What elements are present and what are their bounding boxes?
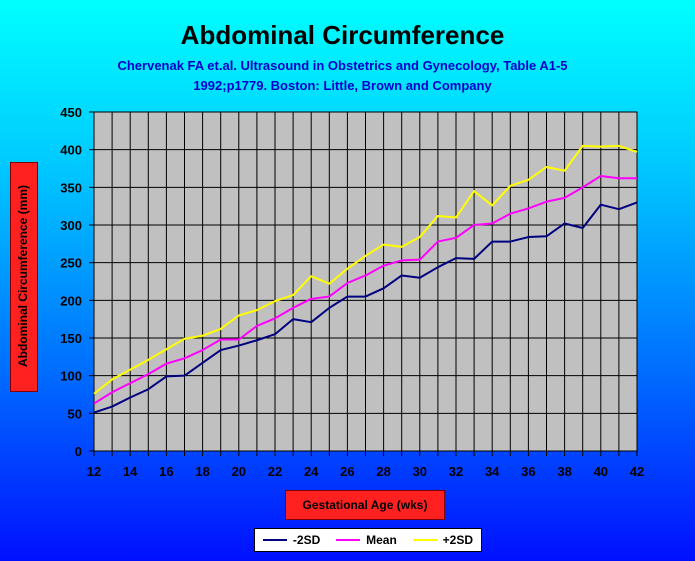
y-tick-label: 200 <box>60 293 82 308</box>
x-tick-label: 26 <box>340 464 354 479</box>
chart-subtitle-line1: Chervenak FA et.al. Ultrasound in Obstet… <box>117 58 568 73</box>
y-tick-label: 100 <box>60 369 82 384</box>
legend-item-mean: Mean <box>336 533 397 547</box>
series-line-minus2sd <box>93 201 638 414</box>
y-tick-label: 400 <box>60 143 82 158</box>
y-tick-label: 50 <box>68 406 82 421</box>
y-axis-label: Abdominal Circumference (mm) <box>16 184 30 368</box>
x-tick-label: 14 <box>123 464 138 479</box>
x-tick-label: 20 <box>232 464 246 479</box>
y-tick-label: 0 <box>75 444 82 459</box>
x-tick-label: 36 <box>521 464 535 479</box>
x-tick-label: 38 <box>557 464 571 479</box>
y-axis-label-box <box>10 162 38 392</box>
x-tick-label: 16 <box>159 464 173 479</box>
y-tick-label: 450 <box>60 105 82 120</box>
legend-swatch-mean <box>336 539 361 541</box>
legend-label-minus2sd: -2SD <box>292 533 321 547</box>
legend-item-plus2sd: +2SD <box>412 533 474 547</box>
x-tick-label: 12 <box>87 464 101 479</box>
y-tick-label: 150 <box>60 331 82 346</box>
y-tick-label: 350 <box>60 180 82 195</box>
legend-swatch-minus2sd <box>262 539 287 541</box>
legend-label-plus2sd: +2SD <box>442 533 474 547</box>
x-tick-label: 28 <box>376 464 390 479</box>
x-tick-label: 30 <box>413 464 427 479</box>
x-tick-label: 40 <box>594 464 608 479</box>
x-tick-label: 24 <box>304 464 319 479</box>
x-axis-label: Gestational Age (wks) <box>285 490 445 520</box>
legend-label-mean: Mean <box>366 533 397 547</box>
y-tick-label: 300 <box>60 218 82 233</box>
chart-title: Abdominal Circumference <box>180 20 505 50</box>
y-tick-label: 250 <box>60 256 82 271</box>
legend-swatch-plus2sd <box>412 539 437 541</box>
x-tick-label: 32 <box>449 464 463 479</box>
x-tick-label: 42 <box>630 464 644 479</box>
legend-item-minus2sd: -2SD <box>262 533 321 547</box>
series-line-mean <box>93 175 637 405</box>
x-tick-label: 34 <box>485 464 500 479</box>
series-line-plus2sd <box>93 144 638 395</box>
legend: -2SD Mean +2SD <box>254 528 482 552</box>
chart-subtitle-line2: 1992;p1779. Boston: Little, Brown and Co… <box>193 78 492 93</box>
x-tick-label: 22 <box>268 464 282 479</box>
x-tick-label: 18 <box>195 464 209 479</box>
